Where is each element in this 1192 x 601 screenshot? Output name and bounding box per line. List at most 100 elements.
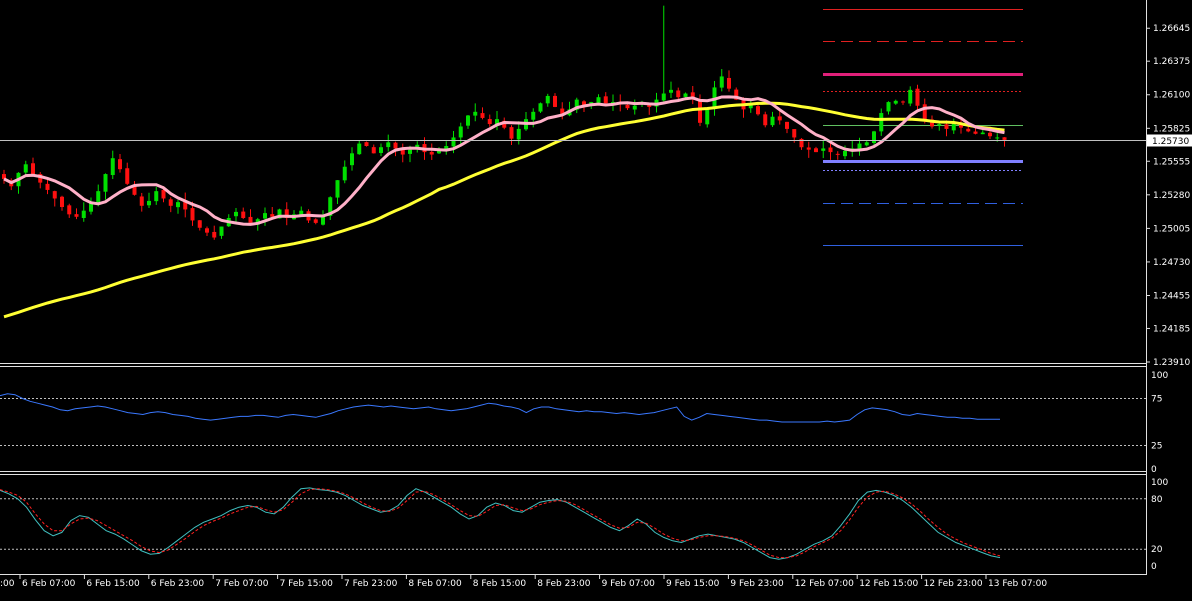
- time-label: 8 Feb 07:00: [408, 579, 462, 589]
- candle-body: [429, 151, 434, 155]
- candle-body: [110, 158, 115, 176]
- price-tick-label: 1.24455: [1153, 291, 1190, 301]
- price-tick-label: 1.25005: [1153, 224, 1190, 234]
- candle-body: [988, 132, 992, 137]
- candle-body: [161, 189, 166, 199]
- candle-body: [872, 131, 876, 143]
- candle-body: [756, 106, 760, 115]
- stochastic-panel: [0, 487, 1146, 560]
- candle-body: [60, 196, 64, 208]
- candle-body: [915, 88, 920, 106]
- candle-body: [118, 159, 122, 170]
- stoch-tick-label: 80: [1151, 495, 1163, 505]
- time-label: 8 Feb 23:00: [537, 579, 591, 589]
- candle-body: [393, 142, 398, 149]
- rsi-tick-label: 0: [1151, 465, 1157, 475]
- candle-body: [473, 111, 478, 116]
- rsi-tick-label: 25: [1151, 442, 1162, 452]
- time-label: 12 Feb 15:00: [859, 579, 918, 589]
- horizontal-levels: [823, 9, 1023, 246]
- candle-body: [154, 191, 159, 202]
- candle-body: [676, 90, 681, 98]
- candle-body: [444, 146, 449, 150]
- panel-frames: [0, 0, 1147, 575]
- candle-body: [487, 119, 492, 125]
- candle-body: [386, 142, 391, 148]
- candle-body: [973, 131, 978, 134]
- candle-body: [284, 209, 289, 218]
- candle-body: [408, 149, 412, 154]
- candle-body: [669, 89, 673, 93]
- time-label: 7 Feb 07:00: [215, 579, 269, 589]
- rsi-tick-label: 75: [1151, 395, 1162, 405]
- candle-body: [959, 123, 963, 128]
- candle-body: [806, 147, 811, 150]
- candle-body: [205, 228, 209, 233]
- candle-body: [2, 174, 6, 179]
- price-tick-label: 1.24185: [1153, 324, 1190, 334]
- candle-body: [908, 89, 913, 104]
- candle-body: [212, 231, 217, 238]
- candle-body: [734, 89, 739, 100]
- candle-body: [763, 114, 768, 126]
- time-label-partial: :00: [0, 579, 15, 589]
- candle-body: [52, 191, 57, 199]
- candle-body: [277, 209, 282, 219]
- candle-body: [966, 128, 971, 132]
- candle-body: [857, 143, 862, 150]
- candle-body: [168, 199, 173, 206]
- rsi-line: [0, 393, 1000, 423]
- candle-body: [632, 105, 637, 110]
- candle-body: [727, 77, 731, 89]
- candle-body: [197, 220, 202, 228]
- candle-body: [516, 128, 521, 140]
- price-tick-label: 1.26645: [1153, 24, 1190, 34]
- candle-body: [661, 93, 666, 101]
- time-label: 6 Feb 23:00: [151, 579, 205, 589]
- candle-body: [901, 101, 905, 103]
- candle-body: [328, 197, 333, 216]
- candle-body: [828, 147, 833, 153]
- candle-body: [748, 104, 753, 109]
- candle-body: [379, 147, 383, 153]
- candle-body: [183, 200, 188, 210]
- candle-body: [81, 210, 86, 218]
- candle-body: [96, 191, 101, 204]
- candle-body: [596, 97, 601, 103]
- candle-body: [357, 143, 362, 155]
- time-label: 9 Feb 07:00: [602, 579, 656, 589]
- candle-body: [451, 137, 456, 147]
- candle-body: [603, 96, 608, 104]
- candle-body: [683, 93, 688, 97]
- candle-body: [219, 226, 224, 236]
- candle-body: [350, 153, 354, 166]
- candle-body: [437, 150, 441, 154]
- candle-body: [698, 99, 702, 123]
- candle-body: [538, 103, 543, 112]
- candle-body: [147, 200, 151, 206]
- candle-body: [799, 138, 804, 148]
- candle-body: [951, 122, 956, 131]
- candle-body: [560, 108, 565, 116]
- candle-body: [342, 166, 347, 181]
- candle-body: [103, 174, 108, 192]
- time-label: 7 Feb 15:00: [280, 579, 334, 589]
- candle-body: [299, 210, 304, 216]
- candle-body: [23, 164, 28, 173]
- candle-body: [886, 102, 891, 112]
- candlesticks: [2, 5, 1007, 240]
- rsi-panel: [0, 393, 1146, 446]
- stoch-tick-label: 100: [1151, 478, 1168, 488]
- candle-body: [263, 213, 267, 219]
- candle-body: [321, 215, 325, 225]
- candle-body: [930, 119, 934, 127]
- candle-body: [364, 142, 369, 146]
- candle-body: [458, 126, 463, 138]
- time-label: 9 Feb 23:00: [730, 579, 784, 589]
- candle-body: [176, 202, 180, 208]
- time-label: 8 Feb 15:00: [473, 579, 527, 589]
- candle-body: [125, 168, 130, 184]
- candle-body: [74, 214, 79, 217]
